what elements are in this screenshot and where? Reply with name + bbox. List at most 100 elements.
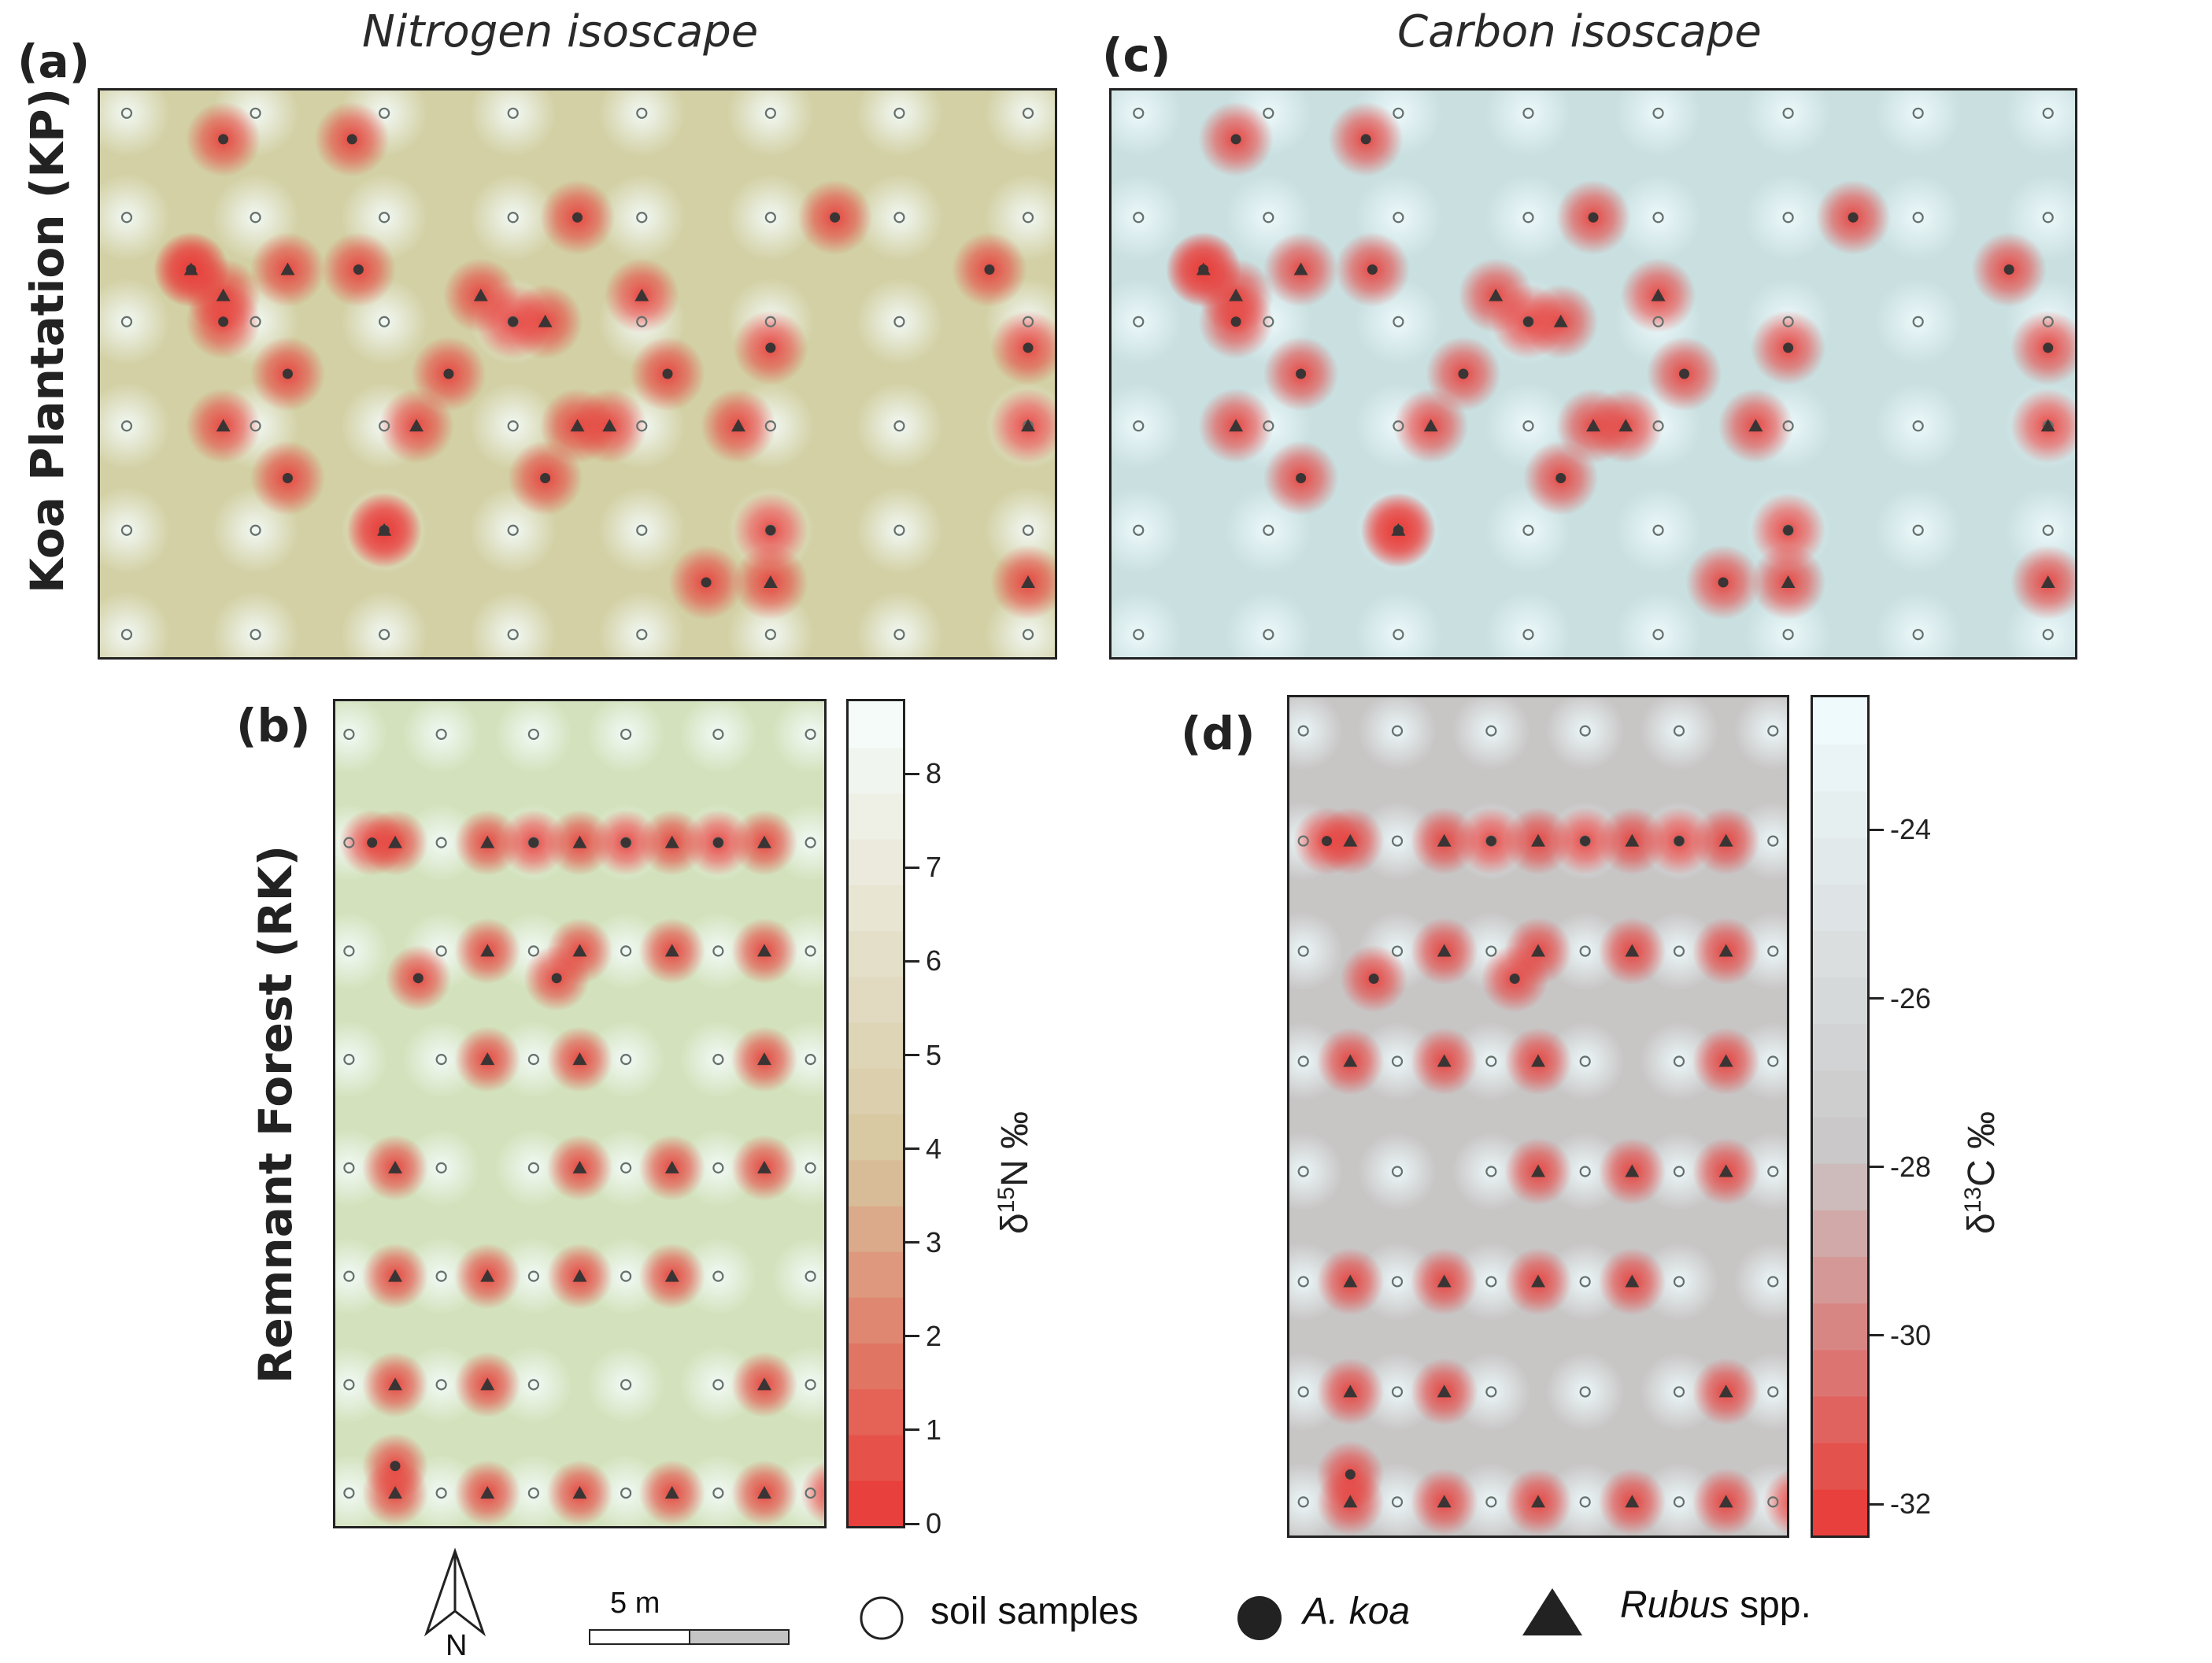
akoa-legend-icon xyxy=(1237,1596,1282,1640)
colorbar-step xyxy=(849,976,903,1023)
high-isotope-halo xyxy=(1874,590,1962,657)
soil-sample-marker xyxy=(1133,629,1145,641)
high-isotope-halo xyxy=(335,1020,388,1099)
soil-sample-marker xyxy=(1391,1276,1404,1288)
soil-sample-marker xyxy=(1133,420,1145,432)
colorbar-tick-label: 2 xyxy=(926,1319,942,1352)
high-isotope-halo xyxy=(1112,382,1182,470)
soil-sample-marker xyxy=(764,107,776,119)
rubus-marker xyxy=(183,262,198,275)
colorbar-step xyxy=(1813,1349,1867,1397)
soil-sample-marker xyxy=(1652,316,1664,327)
soil-sample-marker xyxy=(620,1379,632,1391)
colorbar-step xyxy=(1813,1023,1867,1071)
soil-sample-marker xyxy=(527,1162,539,1173)
colorbar-tick xyxy=(905,1428,919,1432)
soil-sample-marker xyxy=(805,1270,816,1282)
high-isotope-halo xyxy=(335,912,388,990)
soil-sample-marker xyxy=(527,728,539,741)
rubus-marker xyxy=(572,944,587,957)
soil-sample-marker xyxy=(1485,1276,1497,1288)
soil-sample-marker xyxy=(620,1487,632,1499)
nitrogen-map-koa-plantation xyxy=(98,88,1057,660)
nitrogen-map-remnant-forest xyxy=(333,699,827,1528)
panel-label-b: (b) xyxy=(236,699,311,752)
nitrogen-colorbar xyxy=(846,699,905,1528)
colorbar-tick-label: 6 xyxy=(926,944,942,977)
colorbar-tick-label: -30 xyxy=(1890,1318,1932,1351)
rubus-marker xyxy=(572,1269,587,1282)
low-isotope-hotspot xyxy=(990,310,1055,386)
rubus-marker xyxy=(480,944,495,957)
soil-sample-marker xyxy=(120,420,133,432)
rubus-marker xyxy=(480,1377,495,1391)
soil-sample-marker xyxy=(379,420,390,432)
soil-sample-marker xyxy=(1133,316,1145,327)
soil-sample-marker xyxy=(1782,212,1794,224)
colorbar-tick xyxy=(1870,1502,1884,1506)
soil-sample-marker xyxy=(1263,316,1274,327)
akoa-marker xyxy=(282,368,293,379)
soil-sample-marker xyxy=(507,107,519,119)
rubus-marker xyxy=(756,1377,771,1391)
soil-sample-marker xyxy=(1652,107,1664,119)
soil-sample-marker xyxy=(893,212,905,224)
panel-label-d: (d) xyxy=(1181,707,1256,760)
high-isotope-halo xyxy=(1354,590,1443,657)
soil-sample-marker xyxy=(636,212,648,224)
high-isotope-halo xyxy=(1112,91,1182,157)
colorbar-step xyxy=(849,1434,903,1481)
soil-sample-marker xyxy=(343,728,355,741)
soil-sample-marker xyxy=(1022,629,1034,641)
colorbar-tick xyxy=(905,1147,919,1151)
colorbar-step xyxy=(849,930,903,977)
rubus-marker xyxy=(1531,833,1545,847)
soil-sample-marker xyxy=(1391,1055,1404,1067)
akoa-marker xyxy=(701,577,712,588)
soil-sample-marker xyxy=(250,212,261,224)
carbon-map-remnant-forest xyxy=(1287,695,1789,1538)
soil-sample-marker xyxy=(120,316,133,327)
soil-sample-marker xyxy=(1485,1386,1497,1398)
soil-sample-marker xyxy=(435,728,447,741)
high-isotope-halo xyxy=(771,1237,824,1315)
soil-sample-marker xyxy=(1912,316,1924,327)
soil-sample-marker xyxy=(1767,725,1779,737)
high-isotope-halo xyxy=(1733,697,1787,771)
soil-sample-marker xyxy=(1391,1166,1404,1177)
soil-sample-marker xyxy=(1673,725,1685,737)
high-isotope-halo xyxy=(494,701,573,774)
colorbar-step xyxy=(1813,1303,1867,1351)
rubus-legend-icon xyxy=(1522,1588,1582,1635)
rubus-marker xyxy=(634,288,649,301)
soil-sample-marker xyxy=(120,629,133,641)
rubus-marker xyxy=(1531,944,1545,957)
panel-label-a: (a) xyxy=(17,35,91,88)
soil-sample-marker xyxy=(636,107,648,119)
soil-sample-marker xyxy=(1579,1055,1591,1067)
soil-sample-marker xyxy=(343,1379,355,1391)
soil-sample-marker xyxy=(805,945,816,957)
akoa-marker xyxy=(1848,212,1859,223)
colorbar-step xyxy=(1813,1116,1867,1164)
rubus-marker xyxy=(763,575,778,588)
high-isotope-halo xyxy=(597,590,686,657)
rubus-marker xyxy=(1718,1495,1733,1508)
high-isotope-halo xyxy=(1744,91,1833,157)
low-isotope-hotspot xyxy=(2010,545,2075,620)
rubus-marker xyxy=(664,835,679,848)
rubus-marker xyxy=(1229,288,1244,301)
high-isotope-halo xyxy=(855,91,944,157)
high-isotope-halo xyxy=(1484,91,1573,157)
soil-sample-marker xyxy=(805,1162,816,1173)
rubus-marker xyxy=(280,262,295,275)
rubus-marker xyxy=(388,1269,403,1282)
soil-sample-marker xyxy=(712,1270,724,1282)
colorbar-step xyxy=(1813,883,1867,931)
rubus-marker xyxy=(572,1160,587,1173)
soil-sample-marker xyxy=(1579,1386,1591,1398)
akoa-marker xyxy=(2003,264,2014,275)
akoa-marker xyxy=(412,973,424,984)
colorbar-step xyxy=(1813,1256,1867,1304)
soil-sample-marker xyxy=(1912,629,1924,641)
